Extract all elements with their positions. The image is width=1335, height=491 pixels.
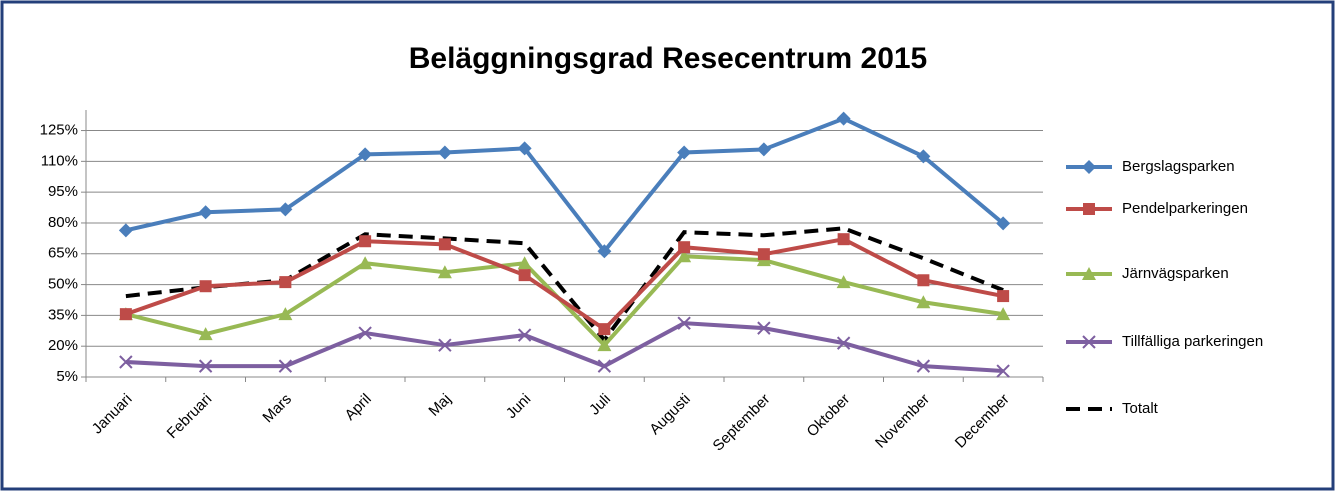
marker (997, 290, 1010, 303)
marker (438, 338, 452, 352)
y-tick-label: 125% (40, 122, 78, 139)
legend-label: Järnvägsparken (1122, 265, 1229, 282)
marker (279, 276, 292, 289)
marker (916, 359, 931, 373)
marker (198, 359, 213, 373)
marker (677, 249, 692, 263)
marker (518, 269, 531, 282)
series-line (125, 116, 1005, 255)
marker (757, 321, 771, 335)
marker (358, 256, 373, 270)
marker (996, 216, 1011, 231)
marker (757, 248, 770, 261)
marker (199, 280, 212, 293)
y-tick-label: 35% (48, 306, 78, 323)
marker (118, 223, 133, 238)
marker (198, 205, 213, 220)
marker (597, 359, 612, 373)
series-line (125, 237, 1004, 332)
marker (517, 141, 532, 156)
marker (836, 336, 851, 350)
marker (1082, 335, 1096, 349)
marker (517, 328, 532, 342)
marker (278, 307, 293, 321)
marker (198, 327, 213, 341)
marker (517, 256, 532, 270)
y-tick-label: 80% (48, 214, 78, 231)
marker (996, 307, 1011, 321)
marker (1082, 267, 1096, 280)
marker (278, 202, 293, 217)
marker (1083, 203, 1095, 215)
marker (916, 149, 931, 164)
chart-title: Beläggningsgrad Resecentrum 2015 (409, 42, 928, 75)
marker (677, 145, 692, 160)
series-line (125, 226, 1004, 344)
marker (756, 142, 771, 157)
series-line (125, 321, 1004, 374)
marker (437, 265, 452, 279)
marker (916, 295, 931, 309)
marker (119, 355, 133, 369)
marker (278, 359, 293, 373)
marker (438, 238, 451, 251)
marker (437, 145, 452, 160)
y-tick-label: 110% (41, 152, 78, 169)
legend-label: Totalt (1122, 400, 1159, 417)
y-tick-label: 95% (48, 183, 78, 200)
marker (359, 235, 372, 248)
y-tick-label: 50% (48, 276, 78, 293)
marker (358, 147, 373, 162)
marker (1082, 160, 1096, 174)
y-tick-label: 20% (48, 337, 78, 354)
legend-label: Bergslagsparken (1122, 158, 1235, 175)
legend-label: Tillfälliga parkeringen (1122, 333, 1263, 350)
marker (836, 111, 851, 126)
legend-label: Pendelparkeringen (1122, 200, 1248, 217)
marker (358, 326, 372, 340)
marker (677, 316, 691, 330)
marker (597, 338, 612, 352)
marker (836, 275, 851, 289)
marker (678, 241, 691, 254)
y-tick-label: 5% (56, 368, 78, 385)
marker (598, 323, 611, 336)
marker (917, 274, 930, 287)
marker (597, 244, 612, 259)
y-tick-label: 65% (48, 245, 78, 262)
marker (119, 308, 132, 321)
marker (996, 364, 1010, 378)
marker (837, 233, 850, 246)
